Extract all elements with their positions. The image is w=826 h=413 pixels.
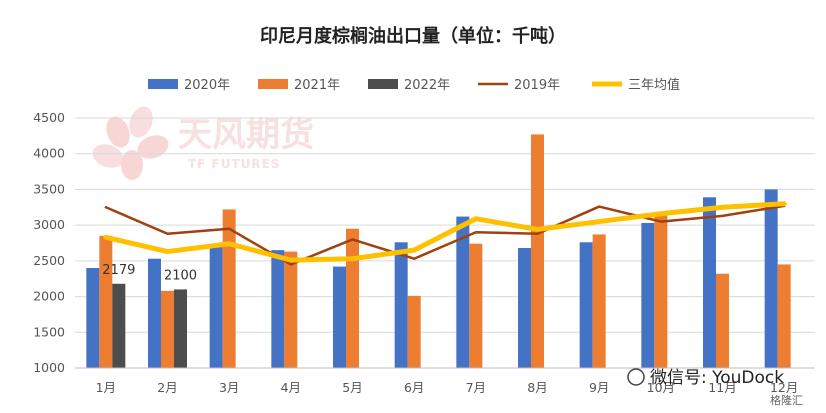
legend-label: 2020年 [184,78,230,93]
bar-2020年-1月 [86,268,100,368]
bar-2020年-5月 [333,266,346,368]
line-三年均值 [103,201,787,263]
bar-2021年-7月 [469,243,483,368]
legend-label: 2019年 [514,78,560,93]
bar-2020年-12月 [764,189,778,368]
watermark-brand: 格隆汇 [770,393,803,407]
x-tick-label: 12月 [770,380,798,395]
x-tick-label: 1月 [96,380,116,395]
lines [103,201,787,266]
bar-2021年-10月 [654,212,668,368]
legend-label: 2022年 [404,78,450,93]
bar-2020年-6月 [394,242,408,368]
flower-icon [92,106,169,180]
gridlines [75,117,815,369]
watermark-logo-sub: TF FUTURES [188,157,281,171]
x-tick-label: 3月 [219,380,239,395]
bars [86,134,791,368]
bar-2021年-12月 [777,264,791,368]
data-label: 2179 [102,263,135,278]
bar-2020年-11月 [703,197,716,368]
data-label: 2100 [164,268,197,283]
bar-2020年-3月 [209,246,223,368]
x-tick-label: 9月 [589,380,609,395]
chart-title: 印尼月度棕榈油出口量（单位：千吨） [260,25,566,47]
x-tick-label: 6月 [404,380,424,395]
bar-2021年-11月 [716,273,729,368]
bar-2021年-8月 [531,134,544,368]
legend-label: 2021年 [294,78,340,93]
x-tick-label: 2月 [157,380,177,395]
bar-2021年-2月 [161,290,174,368]
watermark-logo-text: 天风期货 [178,115,314,155]
y-tick-label: 4000 [33,146,65,161]
y-tick-label: 2500 [33,253,65,268]
data-labels: 2179 2100 [102,263,197,284]
y-tick-label: 4500 [33,110,65,125]
bar-2020年-10月 [641,223,655,368]
bar-2021年-4月 [284,251,298,368]
x-tick-label: 10月 [647,380,675,395]
watermark-logo: 天风期货 TF FUTURES [92,106,314,180]
bar-2020年-8月 [518,248,531,368]
y-tick-label: 3500 [33,181,65,196]
bar-2021年-6月 [407,295,421,368]
watermark-wechat: 微信号: YouDock 格隆汇 [627,368,803,407]
y-tick-label: 2000 [33,289,65,304]
legend-swatch [368,79,398,89]
bar-2021年-5月 [346,228,359,368]
x-tick-label: 5月 [342,380,362,395]
y-tick-label: 3000 [33,217,65,232]
wechat-icon [627,368,645,386]
watermark-wechat-text: 微信号: YouDock [650,368,784,388]
bar-2022年-2月 [174,289,187,368]
x-tick-label: 4月 [281,380,301,395]
bar-2022年-1月 [112,283,126,368]
bar-2021年-9月 [592,234,606,368]
x-tick-label: 11月 [708,380,736,395]
bar-2020年-7月 [456,216,470,368]
legend-label: 三年均值 [628,77,680,93]
bar-2021年-1月 [99,235,113,368]
y-axis: 1000 1500 2000 2500 3000 3500 4000 4500 [33,110,65,375]
bar-2020年-4月 [271,250,285,368]
x-axis: 1月 2月 3月 4月 5月 6月 7月 8月 9月 10月 11月 12月 [75,367,815,395]
legend-swatch [148,79,178,89]
bar-2020年-2月 [148,258,161,368]
legend: 2020年 2021年 2022年 2019年 三年均值 [148,77,680,93]
line-2019年 [104,204,786,266]
y-tick-label: 1000 [33,360,65,375]
x-tick-label: 7月 [466,380,486,395]
bar-2020年-9月 [579,242,593,368]
y-tick-label: 1500 [33,324,65,339]
bar-2021年-3月 [222,209,236,368]
legend-swatch [258,79,288,89]
x-tick-label: 8月 [527,380,547,395]
